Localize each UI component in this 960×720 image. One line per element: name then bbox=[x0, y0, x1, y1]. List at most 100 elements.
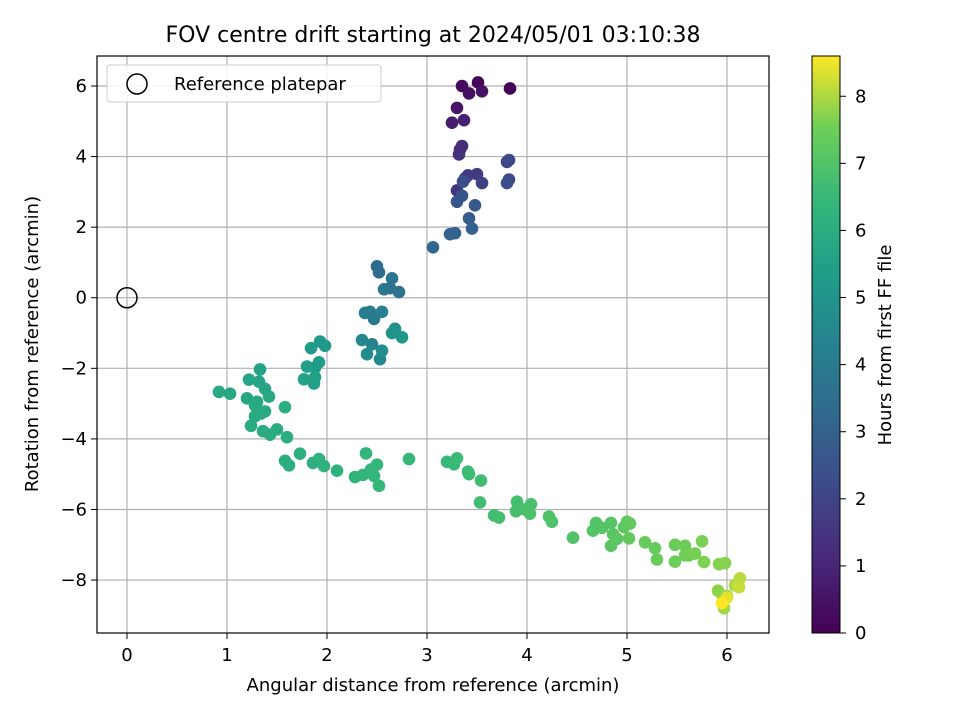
data-point bbox=[402, 452, 416, 466]
data-point bbox=[370, 458, 384, 471]
grid-lines bbox=[97, 56, 769, 633]
data-point bbox=[365, 338, 379, 351]
data-point bbox=[462, 212, 476, 225]
data-point bbox=[697, 555, 711, 569]
chart-title: FOV centre drift starting at 2024/05/01 … bbox=[166, 23, 701, 48]
colorbar-gradient bbox=[811, 55, 841, 634]
colorbar-label: Hours from first FF file bbox=[875, 245, 896, 446]
data-point bbox=[385, 272, 399, 285]
x-tick-label: 0 bbox=[121, 645, 132, 666]
data-point bbox=[358, 306, 372, 320]
data-point bbox=[385, 326, 399, 340]
data-point bbox=[648, 542, 662, 555]
x-axis-label: Angular distance from reference (arcmin) bbox=[247, 675, 620, 696]
data-point bbox=[475, 176, 489, 190]
plot-frame bbox=[96, 55, 770, 634]
data-point bbox=[715, 596, 729, 610]
data-point bbox=[524, 497, 538, 511]
colorbar-tick-label: 3 bbox=[855, 422, 866, 443]
data-point bbox=[445, 116, 459, 129]
x-tick-label: 4 bbox=[521, 645, 532, 666]
colorbar-tick-label: 1 bbox=[855, 556, 866, 577]
colorbar-ticks: 0 1 2 3 4 5 6 7 8 bbox=[840, 86, 866, 644]
data-point bbox=[695, 534, 709, 548]
y-tick-label: −6 bbox=[60, 499, 87, 520]
data-point bbox=[307, 377, 321, 390]
data-point bbox=[450, 101, 464, 115]
data-point bbox=[450, 195, 464, 209]
data-point bbox=[426, 240, 440, 254]
x-tick-label: 5 bbox=[621, 645, 632, 666]
data-point bbox=[456, 175, 470, 188]
data-point bbox=[304, 341, 318, 355]
data-point bbox=[293, 447, 307, 461]
data-point bbox=[262, 390, 276, 403]
data-point bbox=[395, 330, 409, 344]
y-tick-label: −4 bbox=[60, 429, 87, 450]
data-point bbox=[452, 148, 466, 161]
data-point bbox=[367, 469, 381, 483]
data-point bbox=[223, 387, 237, 401]
y-tick-label: −8 bbox=[60, 570, 87, 591]
data-point bbox=[502, 153, 516, 167]
legend-entry-reference: Reference platepar bbox=[174, 74, 346, 95]
data-point bbox=[242, 373, 256, 386]
data-point bbox=[318, 339, 332, 353]
data-point bbox=[375, 305, 389, 319]
data-point bbox=[450, 452, 464, 465]
data-point bbox=[392, 285, 406, 299]
data-point bbox=[244, 419, 258, 433]
data-point bbox=[253, 363, 267, 376]
data-point bbox=[510, 495, 524, 509]
data-point bbox=[377, 282, 391, 296]
data-point bbox=[500, 176, 514, 190]
y-tick-label: −2 bbox=[60, 358, 87, 379]
data-point bbox=[473, 496, 487, 509]
legend-marker-icon bbox=[126, 73, 148, 95]
data-point bbox=[503, 82, 517, 95]
scatter-points bbox=[212, 76, 747, 615]
data-point bbox=[462, 467, 476, 481]
data-point bbox=[312, 356, 326, 369]
reference-marker-group bbox=[116, 286, 138, 309]
colorbar-tick-label: 6 bbox=[855, 220, 866, 241]
data-point bbox=[622, 532, 636, 545]
legend: Reference platepar bbox=[106, 64, 382, 103]
data-point bbox=[297, 372, 311, 386]
data-point bbox=[732, 580, 746, 594]
x-tick-label: 2 bbox=[321, 645, 332, 666]
colorbar-tick-label: 5 bbox=[855, 288, 866, 309]
data-point bbox=[278, 400, 292, 414]
colorbar-tick-label: 4 bbox=[855, 355, 866, 376]
data-point bbox=[317, 459, 331, 473]
data-point bbox=[545, 515, 559, 529]
data-point bbox=[668, 538, 682, 552]
data-point bbox=[668, 555, 682, 569]
data-point bbox=[359, 447, 373, 460]
data-point bbox=[270, 423, 284, 436]
data-point bbox=[523, 507, 537, 521]
data-point bbox=[375, 344, 389, 357]
data-point bbox=[465, 222, 479, 235]
data-point bbox=[457, 113, 471, 127]
data-point bbox=[248, 410, 262, 423]
data-point bbox=[566, 531, 580, 545]
data-point bbox=[258, 405, 272, 418]
data-point bbox=[678, 539, 692, 553]
colorbar: 0 1 2 3 4 5 6 7 8 Hours from first FF file bbox=[811, 55, 896, 644]
data-point bbox=[462, 87, 476, 100]
data-point bbox=[468, 198, 482, 212]
data-point bbox=[688, 547, 702, 560]
data-point bbox=[372, 479, 386, 493]
colorbar-tick-label: 7 bbox=[855, 153, 866, 174]
data-point bbox=[330, 464, 344, 477]
data-point bbox=[300, 360, 314, 373]
reference-platepar-marker bbox=[116, 286, 138, 309]
y-axis-label: Rotation from reference (arcmin) bbox=[22, 196, 43, 492]
colorbar-tick-label: 2 bbox=[855, 489, 866, 510]
colorbar-tick-label: 0 bbox=[855, 623, 866, 644]
data-point bbox=[355, 333, 369, 347]
data-point bbox=[623, 517, 637, 530]
x-tick-label: 1 bbox=[221, 645, 232, 666]
